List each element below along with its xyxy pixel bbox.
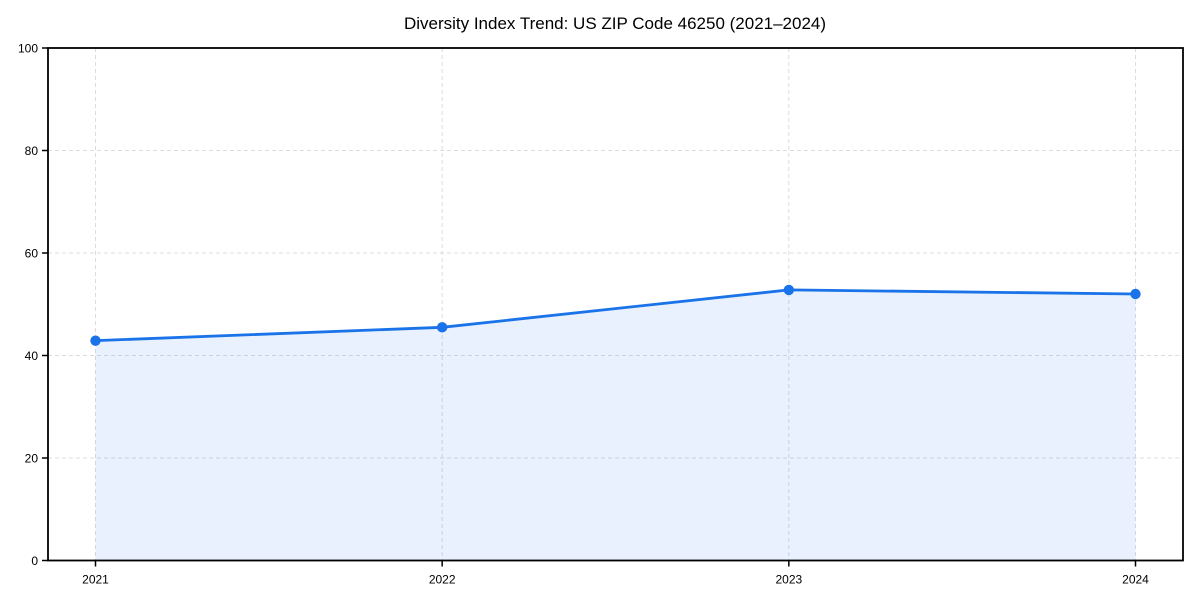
data-point-marker xyxy=(436,322,448,333)
series-layer xyxy=(90,284,1141,561)
x-axis-tick-label: 2022 xyxy=(429,573,456,587)
y-axis-tick-label: 80 xyxy=(25,144,39,158)
x-axis-tick-label: 2024 xyxy=(1122,573,1149,587)
x-axis-tick-label: 2023 xyxy=(775,573,802,587)
data-point-marker xyxy=(783,284,795,296)
y-axis-tick-label: 20 xyxy=(25,452,39,466)
y-axis-tick-label: 40 xyxy=(25,349,39,363)
series-line xyxy=(94,288,1137,343)
series-area-fill xyxy=(95,289,1136,561)
chart-title: Diversity Index Trend: US ZIP Code 46250… xyxy=(404,14,826,33)
data-point-marker xyxy=(1130,288,1141,300)
y-axis-tick-label: 60 xyxy=(25,247,39,261)
plot-border xyxy=(47,47,1184,562)
y-axis-tick-label: 0 xyxy=(31,554,38,568)
data-point-marker xyxy=(90,335,101,346)
axis-layer: 0 20 40 60 80 100 2021 2022 2023 2024 xyxy=(18,42,1184,587)
y-axis-tick-label: 100 xyxy=(18,42,38,56)
x-axis-tick-label: 2021 xyxy=(82,573,109,587)
